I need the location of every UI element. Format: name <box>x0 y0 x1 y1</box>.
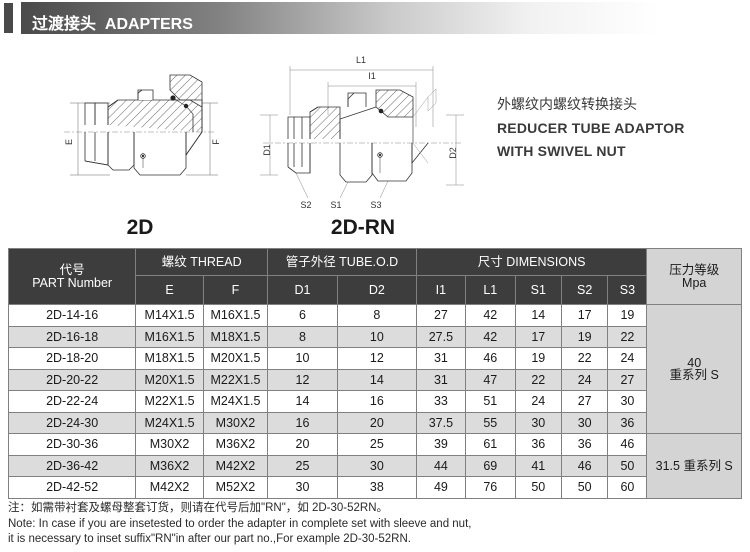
svg-text:S1: S1 <box>330 200 341 210</box>
svg-text:F: F <box>211 139 221 145</box>
svg-text:S3: S3 <box>370 200 381 210</box>
svg-text:E: E <box>64 139 74 145</box>
svg-text:L1: L1 <box>356 55 366 65</box>
svg-text:D1: D1 <box>262 144 272 156</box>
svg-text:D2: D2 <box>448 147 458 159</box>
svg-text:S2: S2 <box>300 200 311 210</box>
svg-text:I1: I1 <box>368 71 376 81</box>
